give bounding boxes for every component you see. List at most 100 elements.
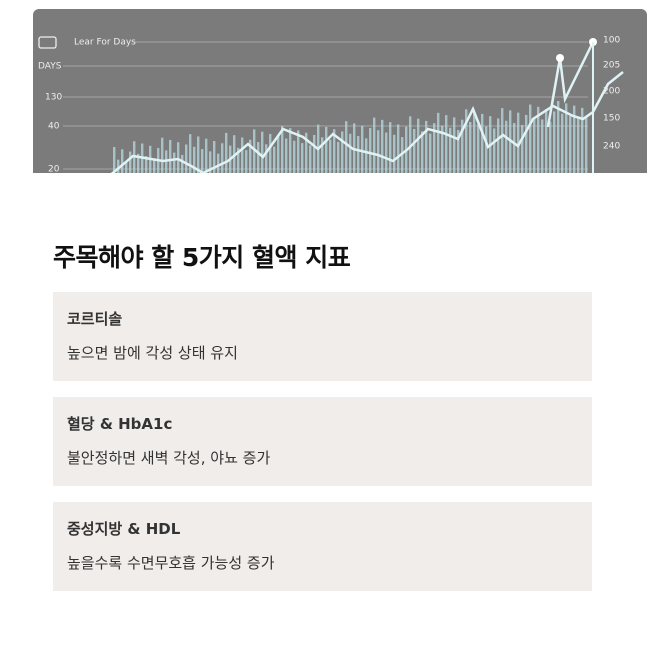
- decorative-bar: [129, 151, 132, 173]
- decorative-bar: [257, 142, 260, 173]
- decorative-bar: [193, 146, 196, 173]
- section-title: 주목해야 할 5가지 혈액 지표: [53, 243, 351, 272]
- decorative-bar: [453, 117, 456, 173]
- decorative-bar: [365, 138, 368, 173]
- decorative-bar: [581, 107, 584, 173]
- decorative-line: [110, 71, 624, 173]
- decorative-bar: [481, 113, 484, 173]
- right-label: 200: [603, 87, 620, 97]
- decorative-bar: [417, 118, 420, 173]
- card-title: 혈당 & HbA1c: [67, 415, 173, 433]
- decorative-bar: [253, 129, 256, 173]
- card: 혈당 & HbA1c 불안정하면 새벽 각성, 야뇨 증가: [53, 397, 592, 486]
- decorative-bar: [421, 131, 424, 173]
- decorative-bar: [425, 120, 428, 173]
- decorative-bar: [161, 137, 164, 173]
- decorative-bar: [501, 108, 504, 173]
- decorative-bar: [241, 137, 244, 173]
- decorative-bar: [125, 161, 128, 173]
- decorative-bar: [469, 121, 472, 173]
- decorative-line: [546, 41, 595, 128]
- decorative-bar: [333, 129, 336, 173]
- decorative-bar: [213, 141, 216, 173]
- decorative-bar: [517, 112, 520, 173]
- decorative-bar: [189, 134, 192, 173]
- decorative-bar: [433, 123, 436, 173]
- decorative-bar: [397, 124, 400, 173]
- decorative-bar: [445, 115, 448, 173]
- decorative-bar: [169, 139, 172, 173]
- decorative-bar: [197, 136, 200, 173]
- decorative-bar: [249, 139, 252, 173]
- decorative-bar: [361, 125, 364, 173]
- decorative-bar: [209, 151, 212, 173]
- decorative-bar: [321, 137, 324, 173]
- decorative-bar: [225, 132, 228, 173]
- decorative-bar: [537, 106, 540, 173]
- decorative-bar: [461, 119, 464, 173]
- decorative-bar: [513, 123, 516, 173]
- decorative-bar: [329, 139, 332, 173]
- decorative-bar: [177, 142, 180, 173]
- decorative-bar: [205, 138, 208, 173]
- decorative-bar: [221, 143, 224, 173]
- decorative-bar: [345, 121, 348, 173]
- decorative-bar: [429, 133, 432, 173]
- decorative-bar: [341, 131, 344, 173]
- decorative-bar: [285, 138, 288, 173]
- decorative-bar: [185, 144, 188, 173]
- decorative-bar: [409, 116, 412, 173]
- decorative-bar: [485, 126, 488, 173]
- decorative-bar: [465, 109, 468, 173]
- legend: Lear For Days: [74, 38, 136, 48]
- decorative-bar: [245, 150, 248, 173]
- decorative-bar: [305, 132, 308, 173]
- decorative-bar: [493, 128, 496, 173]
- decorative-bar: [377, 130, 380, 173]
- decorative-bar: [265, 144, 268, 173]
- right-label: 205: [603, 61, 620, 71]
- card-title: 중성지방 & HDL: [67, 520, 181, 538]
- decorative-bar: [309, 145, 312, 173]
- card-title: 코르티솔: [67, 310, 123, 328]
- decorative-bar: [449, 127, 452, 173]
- decorative-bar: [497, 118, 500, 173]
- decorative-bar: [113, 147, 116, 173]
- marker: [556, 54, 564, 62]
- decorative-bar: [529, 104, 532, 173]
- decorative-bar: [325, 126, 328, 173]
- decorative-bar: [289, 128, 292, 173]
- card-description: 높을수록 수면무호흡 가능성 증가: [67, 554, 275, 572]
- decorative-bar: [561, 113, 564, 173]
- decorative-bar: [145, 156, 148, 173]
- decorative-bar: [553, 111, 556, 173]
- decorative-bar: [373, 117, 376, 173]
- decorative-bar: [385, 132, 388, 173]
- decorative-bar: [297, 130, 300, 173]
- decorative-bar: [521, 125, 524, 173]
- card-description: 불안정하면 새벽 각성, 야뇨 증가: [67, 449, 271, 467]
- decorative-bar: [173, 152, 176, 173]
- decorative-bar: [533, 117, 536, 173]
- decorative-bar: [577, 118, 580, 173]
- decorative-bar: [201, 149, 204, 173]
- decorative-bar: [557, 101, 560, 173]
- decorative-bar: [437, 112, 440, 173]
- decorative-bar: [413, 129, 416, 173]
- decorative-bar: [181, 154, 184, 173]
- decorative-bar: [573, 105, 576, 173]
- decorative-bar: [477, 124, 480, 173]
- left-label: 130: [45, 93, 62, 103]
- decorative-bar: [277, 136, 280, 173]
- decorative-bar: [357, 136, 360, 173]
- decorative-bar: [121, 149, 124, 173]
- decorative-bar: [349, 133, 352, 173]
- decorative-bar: [541, 119, 544, 173]
- left-label: 20: [48, 165, 60, 174]
- left-label: 40: [48, 122, 60, 132]
- decorative-bar: [505, 120, 508, 173]
- right-label: 100: [603, 36, 620, 46]
- decorative-bar: [545, 109, 548, 173]
- decorative-bar: [441, 125, 444, 173]
